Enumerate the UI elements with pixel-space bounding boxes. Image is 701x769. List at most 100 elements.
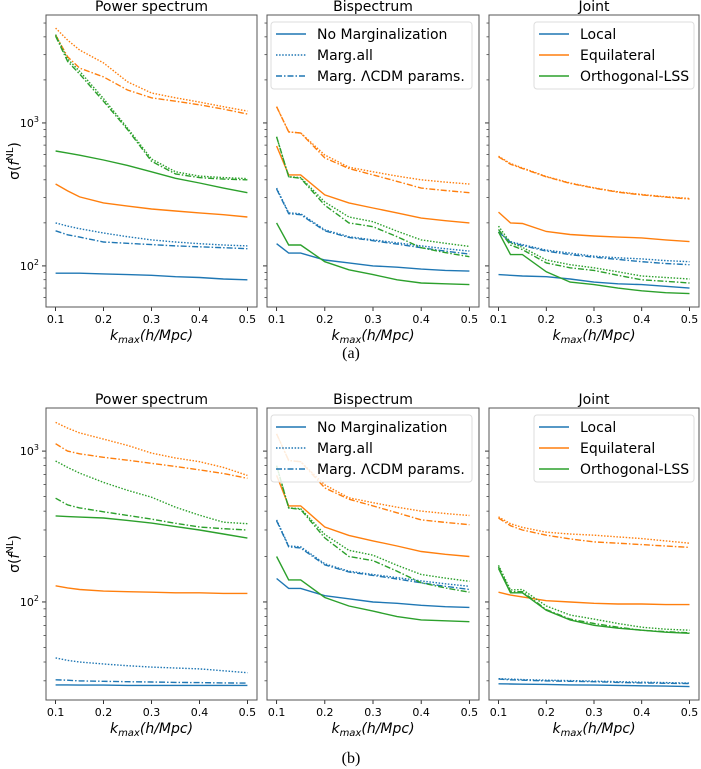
series-group xyxy=(497,155,690,295)
series-local-marg-all xyxy=(498,231,690,263)
x-tick-label: 0.3 xyxy=(585,706,603,719)
axes-frame xyxy=(45,14,258,308)
legend-label: Marg. ΛCDM params. xyxy=(317,462,465,478)
legend-box xyxy=(270,21,473,90)
series-orthogonal-lss-marg-cdm-params xyxy=(275,136,470,258)
series-orthogonal-lss-no-marginalization xyxy=(275,222,470,286)
series-local-marg-cdm-params xyxy=(55,679,248,684)
x-tick-label: 0.3 xyxy=(143,706,161,719)
x-tick-label: 0.1 xyxy=(268,706,286,719)
x-label-sub: max xyxy=(118,335,140,346)
x-tick-label: 0.4 xyxy=(191,706,209,719)
x-label-k: k xyxy=(110,328,119,344)
series-orthogonal-lss-marg-cdm-params xyxy=(497,228,690,284)
x-tick-label: 0.4 xyxy=(191,313,209,326)
series-group xyxy=(497,516,690,688)
y-tick-label: 103 xyxy=(20,443,39,458)
series-equilateral-marg-cdm-params xyxy=(275,106,470,194)
series-orthogonal-lss-marg-all xyxy=(275,136,470,248)
x-label-sub: max xyxy=(118,728,140,739)
x-tick-label: 0.2 xyxy=(316,706,334,719)
x-tick-label: 0.1 xyxy=(47,313,65,326)
legend-marginalization: No Marginalization Marg.all Marg. ΛCDM par… xyxy=(270,21,473,90)
legend-label: Equilateral xyxy=(580,48,655,64)
x-tick-label: 0.5 xyxy=(239,313,257,326)
series-orthogonal-lss-no-marginalization xyxy=(55,515,248,539)
x-tick-label: 0.3 xyxy=(143,313,161,326)
x-tick-label: 0.1 xyxy=(490,313,508,326)
series-local-no-marginalization xyxy=(498,273,690,289)
x-label-units: (h/Mpc) xyxy=(582,721,635,737)
series-orthogonal-lss-marg-all xyxy=(54,34,248,180)
series-equilateral-marg-all xyxy=(275,106,470,185)
series-local-marg-all xyxy=(55,222,248,247)
panel-title: Joint xyxy=(578,0,610,15)
series-orthogonal-lss-marg-cdm-params xyxy=(55,497,248,531)
panel-joint-a: Joint 0.1 0.2 0.3 0.4 0.5 kmax(h/Mpc) Local Equi… xyxy=(485,0,700,346)
series-equilateral-no-marginalization xyxy=(55,183,248,218)
series-equilateral-marg-all xyxy=(55,421,248,477)
series-equilateral-marg-cdm-params xyxy=(54,34,248,115)
legend-label: Orthogonal-LSS xyxy=(580,69,689,85)
panel-bispectrum-a: Bispectrum 0.1 0.2 0.3 0.4 0.5 kmax(h/Mpc) No M… xyxy=(263,0,480,346)
series-equilateral-no-marginalization xyxy=(498,211,690,243)
series-equilateral-no-marginalization xyxy=(498,591,690,606)
series-local-marg-all xyxy=(275,519,470,587)
x-tick-label: 0.5 xyxy=(461,313,479,326)
y-axis-label: σ(fNL) xyxy=(5,142,23,180)
x-tick-label: 0.2 xyxy=(95,706,113,719)
x-axis-label: kmax(h/Mpc) xyxy=(110,721,193,739)
panel-title: Power spectrum xyxy=(95,0,208,15)
series-orthogonal-lss-marg-all xyxy=(55,460,248,525)
y-tick-label: 103 xyxy=(20,115,39,130)
x-label-units: (h/Mpc) xyxy=(582,328,635,344)
x-tick-label: 0.1 xyxy=(490,706,508,719)
x-label-k: k xyxy=(331,721,340,737)
y-tick-label: 102 xyxy=(20,594,39,609)
x-tick-label: 0.4 xyxy=(633,313,651,326)
x-label-sub: max xyxy=(561,335,583,346)
series-local-marg-all xyxy=(275,187,470,252)
x-label-sub: max xyxy=(340,335,362,346)
axes-frame xyxy=(488,407,700,701)
x-tick-label: 0.4 xyxy=(412,706,430,719)
x-label-k: k xyxy=(552,721,561,737)
x-label-k: k xyxy=(552,328,561,344)
x-label-k: k xyxy=(331,328,340,344)
series-equilateral-no-marginalization xyxy=(55,585,248,595)
series-local-no-marginalization xyxy=(276,243,470,272)
x-axis-label: kmax(h/Mpc) xyxy=(331,328,414,346)
series-equilateral-marg-cdm-params xyxy=(55,443,248,479)
x-label-units: (h/Mpc) xyxy=(361,721,414,737)
series-orthogonal-lss-marg-cdm-params xyxy=(54,35,248,181)
legend-label: Local xyxy=(580,420,616,436)
x-tick-label: 0.2 xyxy=(95,313,113,326)
series-orthogonal-lss-no-marginalization xyxy=(55,150,248,194)
series-equilateral-no-marginalization xyxy=(275,475,470,558)
x-tick-label: 0.3 xyxy=(364,706,382,719)
panel-title: Power spectrum xyxy=(95,392,208,408)
series-local-marg-cdm-params xyxy=(498,231,690,266)
series-orthogonal-lss-no-marginalization xyxy=(497,568,690,634)
series-orthogonal-lss-no-marginalization xyxy=(275,556,470,623)
x-axis-label: kmax(h/Mpc) xyxy=(331,721,414,739)
y-tick-label: 102 xyxy=(20,258,39,273)
series-equilateral-marg-all xyxy=(55,27,248,112)
panel-power-spectrum-b: Power spectrum 0.1 0.2 0.3 0.4 0.5 kmax(h/Mpc)… xyxy=(5,392,258,739)
series-orthogonal-lss-marg-cdm-params xyxy=(275,465,470,593)
series-equilateral-marg-cdm-params xyxy=(498,156,690,200)
x-label-units: (h/Mpc) xyxy=(361,328,414,344)
x-tick-label: 0.5 xyxy=(681,313,699,326)
x-tick-label: 0.1 xyxy=(47,706,65,719)
axes-frame xyxy=(266,407,480,701)
series-local-marg-cdm-params xyxy=(498,678,690,685)
panel-joint-b: Joint 0.1 0.2 0.3 0.4 0.5 kmax(h/Mpc) Local Equi… xyxy=(485,392,700,739)
x-label-sub: max xyxy=(340,728,362,739)
series-orthogonal-lss-marg-cdm-params xyxy=(497,566,690,634)
series-equilateral-marg-all xyxy=(498,155,690,200)
panel-bispectrum-b: Bispectrum 0.1 0.2 0.3 0.4 0.5 kmax(h/Mpc) No M… xyxy=(263,392,480,739)
legend-label: No Marginalization xyxy=(317,420,447,436)
series-local-marg-cdm-params xyxy=(275,520,470,591)
legend-shape: Local Equilateral Orthogonal-LSS xyxy=(533,414,695,483)
